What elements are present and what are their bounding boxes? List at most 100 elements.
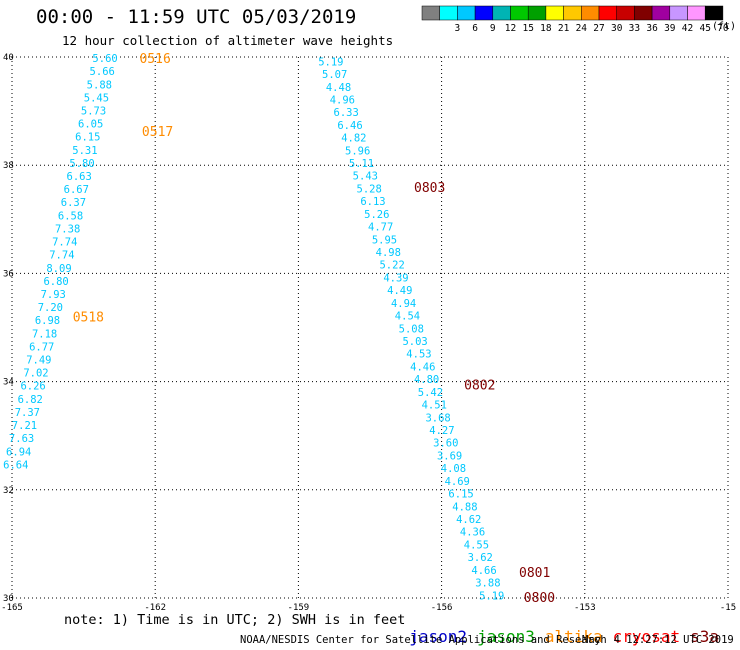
legend-swatch	[616, 5, 635, 21]
y-tick-label: 34	[3, 378, 14, 388]
swh-value-altika: 7.74	[52, 237, 77, 249]
swh-value-s3a: 4.49	[387, 285, 412, 297]
swh-value-s3a: 4.66	[471, 565, 496, 577]
swh-value-altika: 5.88	[87, 79, 112, 91]
legend-bin-label: 39	[664, 23, 676, 34]
swh-value-altika: 6.64	[3, 459, 28, 471]
legend-swatch	[581, 5, 600, 21]
swh-value-s3a: 5.11	[349, 158, 374, 170]
swh-value-altika: 6.94	[6, 446, 31, 458]
time-label-altika: 0518	[73, 311, 104, 326]
swh-value-s3a: 3.68	[425, 412, 450, 424]
legend-swatch	[545, 5, 564, 21]
legend-swatch	[492, 5, 511, 21]
swh-value-s3a: 4.54	[395, 311, 420, 323]
time-label-s3a: 0800	[524, 591, 555, 606]
swh-value-altika: 6.05	[78, 119, 103, 131]
swh-value-s3a: 5.28	[357, 183, 382, 195]
swh-value-s3a: 6.46	[337, 120, 362, 132]
time-label-s3a: 0803	[414, 181, 445, 196]
swh-value-s3a: 6.13	[360, 196, 385, 208]
swh-value-s3a: 4.88	[452, 501, 477, 513]
x-tick-label: -159	[288, 603, 310, 613]
swh-value-altika: 6.67	[64, 184, 89, 196]
swh-value-s3a: 4.96	[330, 94, 355, 106]
footer-timestamp: May 4 12:27:12 UTC 2019	[582, 634, 734, 646]
swh-value-s3a: 5.08	[399, 323, 424, 335]
swh-value-altika: 6.82	[18, 394, 43, 406]
swh-value-s3a: 4.51	[422, 400, 447, 412]
note-text: note: 1) Time is in UTC; 2) SWH is in fe…	[64, 612, 406, 628]
swh-value-s3a: 5.19	[318, 56, 343, 68]
swh-value-s3a: 4.08	[441, 463, 466, 475]
swh-value-s3a: 4.94	[391, 298, 416, 310]
legend-bin-label: 9	[490, 23, 496, 34]
swh-value-s3a: 4.98	[376, 247, 401, 259]
swh-value-s3a: 5.19	[479, 590, 504, 602]
legend-bin-label: 18	[540, 23, 552, 34]
legend-swatch	[634, 5, 653, 21]
legend-bin-label: 6	[472, 23, 478, 34]
swh-value-s3a: 4.82	[341, 133, 366, 145]
swh-value-altika: 7.38	[55, 223, 80, 235]
swh-values: 5.605.665.885.455.736.056.155.315.806.63…	[3, 53, 504, 602]
legend-swatch	[704, 5, 724, 21]
legend-swatch	[687, 5, 706, 21]
swh-value-s3a: 5.07	[322, 69, 347, 81]
satellite-jason3: jason3	[477, 627, 535, 646]
chart-title: 00:00 - 11:59 UTC 05/03/2019	[36, 6, 357, 28]
swh-value-s3a: 3.69	[437, 450, 462, 462]
x-tick-label: -153	[574, 603, 596, 613]
swh-value-altika: 5.73	[81, 106, 106, 118]
legend-bin-label: 27	[593, 23, 604, 34]
x-tick-label: -156	[431, 603, 453, 613]
legend-bin-label: 30	[611, 23, 623, 34]
swh-value-altika: 5.31	[72, 145, 97, 157]
legend-swatch	[527, 5, 547, 21]
swh-value-s3a: 5.03	[402, 336, 427, 348]
swh-value-s3a: 5.22	[379, 260, 404, 272]
swh-value-s3a: 5.42	[418, 387, 443, 399]
y-tick-label: 36	[3, 269, 14, 279]
y-tick-label: 38	[3, 161, 14, 171]
swh-value-altika: 6.37	[61, 197, 86, 209]
time-label-altika: 0516	[140, 52, 171, 67]
legend-bin-label: 15	[522, 23, 533, 34]
swh-value-s3a: 4.77	[368, 222, 393, 234]
swh-value-s3a: 4.27	[429, 425, 454, 437]
x-tick-label: -165	[1, 603, 23, 613]
legend-swatch	[563, 5, 582, 21]
swh-value-s3a: 4.55	[464, 539, 489, 551]
legend-bin-label: 45	[699, 23, 710, 34]
swh-value-altika: 7.18	[32, 328, 57, 340]
swh-value-s3a: 3.60	[433, 438, 458, 450]
legend-swatch	[474, 5, 494, 21]
swh-value-s3a: 5.43	[353, 171, 378, 183]
time-labels: 0516 0517 0518 0803 0802 0801 0800	[73, 52, 555, 606]
time-label-s3a: 0801	[519, 566, 550, 581]
legend-bin-label: 70	[717, 23, 729, 34]
chart-subtitle: 12 hour collection of altimeter wave hei…	[62, 33, 394, 48]
legend-bin-label: 36	[646, 23, 658, 34]
swh-value-altika: 8.09	[46, 263, 71, 275]
legend-swatch	[598, 5, 617, 21]
swh-value-s3a: 4.80	[414, 374, 439, 386]
color-legend: 3 6 9 12 15 18 21 24 27 30 33 36 39 42 45 70	[421, 5, 729, 34]
swh-value-s3a: 4.39	[383, 272, 408, 284]
swh-value-altika: 5.66	[90, 66, 115, 78]
swh-value-altika: 7.63	[9, 433, 34, 445]
swh-value-s3a: 5.26	[364, 209, 389, 221]
swh-value-altika: 6.80	[43, 276, 68, 288]
swh-value-s3a: 4.36	[460, 527, 485, 539]
x-tick-label: -15	[720, 603, 736, 613]
swh-value-altika: 5.45	[84, 92, 109, 104]
swh-value-s3a: 3.62	[468, 552, 493, 564]
satellite-cryosat: cryosat	[612, 627, 681, 646]
legend-swatch	[510, 5, 529, 21]
legend-swatch	[669, 5, 688, 21]
time-label-s3a: 0802	[464, 378, 495, 393]
satellite-legend: jason2 jason3 altika cryosat s3a	[390, 608, 729, 646]
swh-value-altika: 7.93	[41, 289, 66, 301]
swh-value-altika: 6.98	[35, 315, 60, 327]
